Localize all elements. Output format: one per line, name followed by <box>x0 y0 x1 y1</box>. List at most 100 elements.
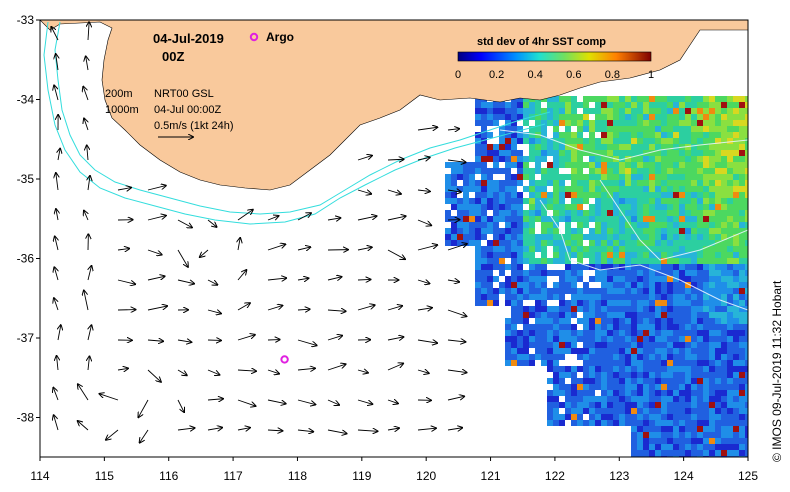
sst-cell <box>601 324 607 330</box>
sst-cell <box>475 120 481 126</box>
sst-cell <box>655 132 661 138</box>
sst-cell <box>547 324 553 330</box>
current-vector-arrow <box>237 303 250 311</box>
current-vector-arrow <box>237 270 246 281</box>
sst-cell <box>523 330 529 336</box>
sst-cell <box>709 450 715 456</box>
sst-cell <box>475 138 481 144</box>
sst-cell <box>523 216 529 222</box>
sst-cell <box>655 336 661 342</box>
sst-cell <box>685 318 691 324</box>
sst-cell <box>667 312 673 318</box>
sst-cell <box>691 378 697 384</box>
sst-cell <box>679 330 685 336</box>
current-vector-arrow <box>88 176 90 191</box>
sst-cell <box>499 216 505 222</box>
sst-cell <box>655 168 661 174</box>
sst-cell <box>655 282 661 288</box>
sst-cell <box>733 210 739 216</box>
sst-cell <box>637 156 643 162</box>
sst-cell <box>619 198 625 204</box>
sst-cell <box>475 234 481 240</box>
sst-cell <box>667 240 673 246</box>
sst-cell <box>727 318 733 324</box>
sst-cell <box>589 408 595 414</box>
sst-cell <box>691 192 697 198</box>
sst-cell <box>595 228 601 234</box>
sst-cell <box>697 282 703 288</box>
sst-cell <box>463 222 469 228</box>
sst-cell <box>721 150 727 156</box>
sst-cell <box>733 144 739 150</box>
sst-cell <box>457 210 463 216</box>
sst-cell <box>595 354 601 360</box>
sst-cell <box>487 240 493 246</box>
map-date: 04-Jul-2019 <box>153 31 224 46</box>
sst-cell <box>589 372 595 378</box>
sst-cell <box>619 120 625 126</box>
sst-cell <box>535 318 541 324</box>
sst-cell <box>517 348 523 354</box>
sst-cell <box>745 168 748 174</box>
sst-cell <box>679 234 685 240</box>
colorbar <box>457 51 652 62</box>
sst-cell <box>625 102 631 108</box>
sst-cell <box>523 168 529 174</box>
sst-cell <box>733 378 739 384</box>
sst-cell <box>613 150 619 156</box>
sst-cell <box>703 414 709 420</box>
sst-cell <box>595 126 601 132</box>
sst-cell <box>655 408 661 414</box>
sst-cell <box>577 126 583 132</box>
sst-cell <box>745 108 748 114</box>
sst-cell <box>559 312 565 318</box>
current-vector-arrow <box>267 278 286 280</box>
sst-cell <box>625 372 631 378</box>
sst-cell <box>667 354 673 360</box>
sst-cell <box>595 144 601 150</box>
sst-cell <box>667 426 673 432</box>
sst-cell <box>661 174 667 180</box>
current-vector-arrow <box>207 428 222 430</box>
sst-cell <box>661 222 667 228</box>
sst-cell <box>721 186 727 192</box>
sst-cell <box>643 216 649 222</box>
sst-cell <box>613 294 619 300</box>
sst-cell <box>577 396 583 402</box>
sst-cell <box>733 192 739 198</box>
sst-cell <box>499 198 505 204</box>
sst-cell <box>637 186 643 192</box>
current-vector-arrow <box>417 428 436 430</box>
sst-cell <box>649 204 655 210</box>
sst-cell <box>625 330 631 336</box>
current-vector-arrow <box>417 370 429 373</box>
sst-cell <box>667 420 673 426</box>
sst-cell <box>643 282 649 288</box>
sst-cell <box>637 330 643 336</box>
sst-cell <box>643 402 649 408</box>
sst-cell <box>661 150 667 156</box>
sst-cell <box>529 186 535 192</box>
current-vector-arrow <box>357 370 368 373</box>
sst-cell <box>643 330 649 336</box>
sst-cell <box>499 192 505 198</box>
sst-cell <box>553 114 559 120</box>
sst-cell <box>511 264 517 270</box>
lat-tick-label: -35 <box>17 172 35 186</box>
sst-cell <box>703 288 709 294</box>
current-vector-arrow <box>147 276 165 281</box>
sst-cell <box>601 192 607 198</box>
sst-cell <box>451 168 457 174</box>
sst-cell <box>559 108 565 114</box>
sst-cell <box>613 420 619 426</box>
sst-cell <box>661 438 667 444</box>
sst-cell <box>517 102 523 108</box>
sst-cell <box>571 402 577 408</box>
sst-cell <box>721 144 727 150</box>
sst-cell <box>667 162 673 168</box>
sst-cell <box>631 300 637 306</box>
sst-cell <box>745 312 748 318</box>
sst-cell <box>559 372 565 378</box>
sst-cell <box>679 450 685 456</box>
sst-cell <box>679 126 685 132</box>
